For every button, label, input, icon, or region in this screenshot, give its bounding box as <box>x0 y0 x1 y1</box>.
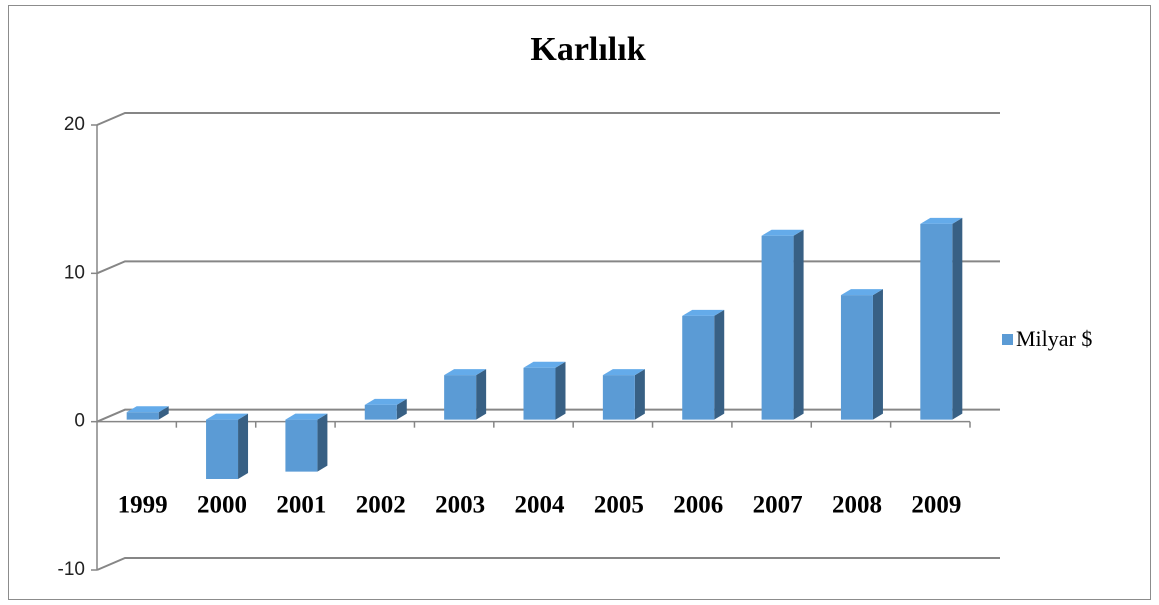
bar-front <box>761 235 794 420</box>
bar-side <box>872 289 883 420</box>
bar <box>840 289 883 420</box>
bar-front <box>682 315 715 420</box>
bar-front <box>444 375 477 420</box>
bar <box>285 413 328 472</box>
bar-side <box>793 229 804 420</box>
grid-line <box>96 557 1000 571</box>
bar-front <box>126 412 159 420</box>
bar-front <box>840 295 873 420</box>
x-tick-label: 2009 <box>911 492 961 519</box>
x-tick-label: 2000 <box>197 492 247 519</box>
bar <box>126 406 169 420</box>
bar-top <box>285 413 328 420</box>
y-tick-label: 10 <box>64 262 85 283</box>
bar <box>523 361 566 420</box>
bar-top <box>206 413 249 420</box>
x-tick-label: 2001 <box>276 492 326 519</box>
grid-line <box>96 112 1000 126</box>
bar-top <box>602 369 645 376</box>
legend-label: Milyar $ <box>1016 326 1092 351</box>
bar-side <box>396 398 407 420</box>
chart-frame <box>8 5 1151 600</box>
bar-top <box>126 406 169 413</box>
y-tick-label: 20 <box>64 114 85 135</box>
grid-line <box>96 260 1000 275</box>
bar <box>364 398 407 420</box>
bar <box>444 369 487 420</box>
bar-top <box>523 361 566 368</box>
bar-side <box>714 309 725 420</box>
bar-front <box>602 375 635 420</box>
bar-side <box>238 413 249 479</box>
bar-top <box>920 217 963 224</box>
bar-top <box>761 229 804 236</box>
bar <box>206 413 249 479</box>
bar-top <box>840 289 883 296</box>
x-tick-label: 2004 <box>515 492 566 519</box>
x-tick-label: 1999 <box>118 492 168 519</box>
bar-top <box>364 398 407 405</box>
x-tick-label: 2007 <box>753 492 803 519</box>
bar <box>920 217 963 420</box>
bar-front <box>285 419 318 472</box>
chart-title: Karlılık <box>530 31 645 68</box>
x-tick-label: 2008 <box>832 492 882 519</box>
bar-front <box>364 404 397 420</box>
bar-side <box>158 406 169 420</box>
bar <box>682 309 725 420</box>
bar-top <box>682 309 725 316</box>
bar-top <box>444 369 487 376</box>
x-tick-label: 2003 <box>435 492 485 519</box>
bar-side <box>952 217 963 420</box>
x-tick-label: 2005 <box>594 492 644 519</box>
x-tick-label: 2006 <box>673 492 723 519</box>
y-tick-label: 0 <box>74 411 85 432</box>
bar-side <box>476 369 487 420</box>
legend-swatch <box>1002 334 1013 345</box>
x-tick-label: 2002 <box>356 492 406 519</box>
bar <box>761 229 804 420</box>
bar <box>602 369 645 420</box>
bar-front <box>206 419 239 479</box>
bar-front <box>523 367 556 420</box>
y-tick-label: -10 <box>58 559 85 580</box>
bar-side <box>555 361 566 420</box>
bar-side <box>634 369 645 420</box>
bar-front <box>920 223 953 420</box>
bar-side <box>317 413 328 472</box>
